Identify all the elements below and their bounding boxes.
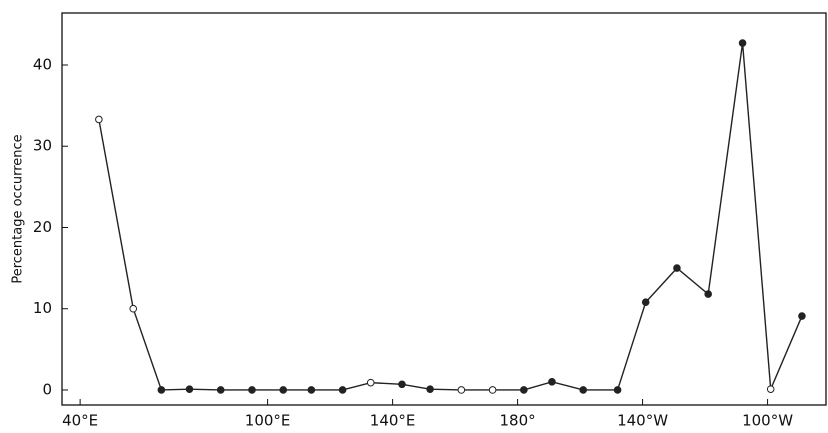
- data-point: [521, 387, 528, 394]
- x-tick-label: 180°: [500, 412, 536, 430]
- data-point: [767, 386, 774, 393]
- data-point: [339, 387, 346, 394]
- x-tick-label: 100°E: [245, 412, 291, 430]
- data-point: [186, 386, 193, 393]
- data-point: [427, 386, 434, 393]
- x-tick-label: 140°E: [370, 412, 416, 430]
- data-point: [614, 387, 621, 394]
- y-axis-label: Percentage occurrence: [11, 134, 26, 283]
- data-point: [674, 265, 681, 272]
- data-point: [96, 116, 103, 123]
- data-point: [399, 381, 406, 388]
- series-line: [99, 43, 802, 390]
- x-tick-label: 40°E: [62, 412, 98, 430]
- x-tick-label: 140°W: [617, 412, 668, 430]
- data-point: [308, 387, 315, 394]
- y-tick-label: 40: [33, 55, 52, 73]
- plot-frame: [62, 13, 826, 405]
- data-point: [158, 387, 165, 394]
- data-point: [458, 387, 465, 394]
- data-point: [489, 387, 496, 394]
- data-point: [642, 299, 649, 306]
- data-point: [799, 313, 806, 320]
- data-point: [705, 291, 712, 298]
- data-point: [739, 40, 746, 47]
- data-point: [580, 387, 587, 394]
- y-tick-label: 20: [33, 218, 52, 236]
- y-tick-label: 0: [42, 380, 52, 398]
- page: Percentage occurrence 0 10 20 30 40 40°E 100°E…: [0, 0, 828, 433]
- data-point: [367, 379, 374, 386]
- y-tick-label: 10: [33, 299, 52, 317]
- chart: Percentage occurrence 0 10 20 30 40 40°E 100°E…: [0, 0, 828, 433]
- data-point: [217, 387, 224, 394]
- data-point: [280, 387, 287, 394]
- y-tick-label: 30: [33, 137, 52, 155]
- x-tick-label: 100°W: [742, 412, 793, 430]
- data-point: [549, 379, 556, 386]
- data-point: [130, 305, 137, 312]
- data-point: [249, 387, 256, 394]
